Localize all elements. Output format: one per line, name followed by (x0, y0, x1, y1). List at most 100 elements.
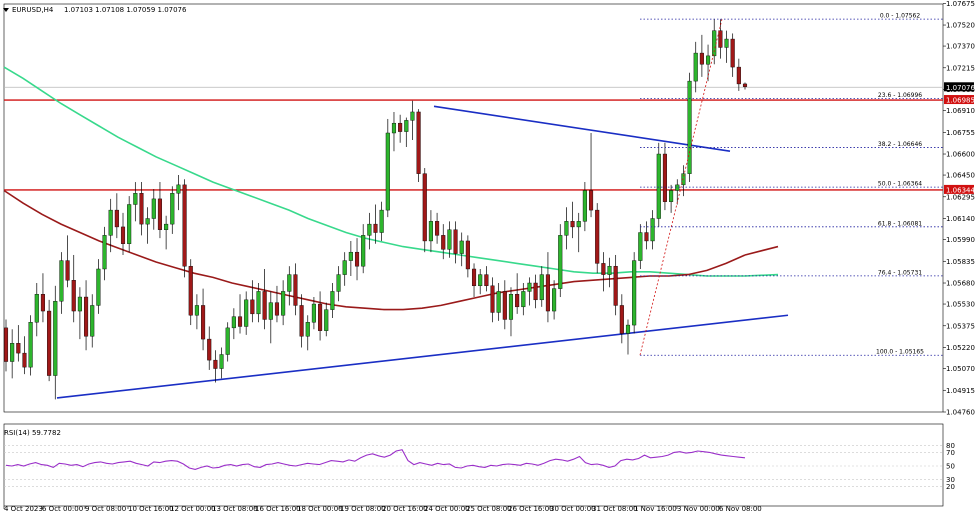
bull-candle (404, 120, 409, 132)
bull-candle (133, 193, 138, 205)
bear-candle (299, 305, 304, 337)
fib-levels: 0.0 - 1.07562 23.6 - 1.06996 38.2 - 1.0664… (639, 13, 943, 356)
bear-candle (730, 38, 735, 68)
y-tick-label: 1.05680 (946, 280, 975, 288)
y-tick-label: 1.05375 (946, 322, 975, 330)
x-tick-label: 31 Oct 08:00 (592, 505, 638, 513)
bull-candle (527, 282, 532, 292)
current-price-label: 1.07076 (946, 84, 975, 92)
bear-candle (201, 305, 206, 340)
bear-candle (490, 285, 495, 313)
bear-candle (250, 299, 255, 315)
bear-candle (465, 240, 470, 270)
bull-candle (77, 296, 82, 312)
ohlc-readout: 1.07103 1.07108 1.07059 1.07076 (64, 6, 187, 14)
bull-candle (410, 111, 415, 121)
bull-candle (724, 38, 729, 48)
symbol-dropdown-icon[interactable] (3, 8, 9, 12)
fib-level-label: 61.8 - 1.06081 (878, 220, 922, 227)
bear-candle (84, 296, 89, 337)
bear-candle (662, 153, 667, 202)
bull-candle (194, 305, 199, 316)
bear-candle (471, 268, 477, 287)
bull-candle (656, 153, 661, 219)
fib-level-label: 100.0 - 1.05165 (876, 349, 924, 356)
bull-candle (681, 173, 686, 186)
y-tick-label: 1.05070 (946, 365, 975, 373)
bull-candle (151, 198, 156, 219)
bear-candle (502, 291, 507, 320)
x-tick-label: 10 Oct 16:00 (128, 505, 174, 513)
y-tick-label: 1.05835 (946, 258, 975, 266)
bear-candle (515, 294, 520, 308)
bull-candle (558, 235, 563, 289)
bull-candle (281, 291, 286, 316)
rsi-pane-frame (3, 423, 944, 507)
y-tick-label: 1.04915 (946, 387, 975, 395)
bear-candle (416, 111, 421, 174)
time-axis: 4 Oct 2023 6 Oct 00:00 9 Oct 08:00 10 Oct 1… (3, 505, 762, 513)
x-tick-label: 20 Oct 16:00 (382, 505, 428, 513)
fib-level-label: 38.2 - 1.06646 (878, 141, 922, 148)
bull-candle (256, 291, 261, 315)
x-tick-label: 19 Oct 08:00 (340, 505, 386, 513)
bear-candle (398, 122, 403, 132)
y-tick-label: 1.05990 (946, 236, 975, 244)
bull-candle (53, 301, 58, 376)
y-tick-label: 1.06140 (946, 215, 975, 223)
y-tick-label: 1.04760 (946, 409, 975, 417)
bull-candle (361, 235, 366, 267)
y-tick-label: 1.05530 (946, 301, 975, 309)
x-tick-label: 13 Oct 08:00 (212, 505, 258, 513)
bull-candle (176, 184, 181, 194)
fib-level-label: 50.0 - 1.06364 (878, 181, 922, 188)
y-tick-label: 1.06910 (946, 107, 975, 115)
bull-candle (576, 221, 581, 228)
bear-candle (3, 327, 9, 362)
bull-candle (478, 274, 483, 287)
bull-candle (108, 209, 113, 236)
bull-candle (10, 343, 15, 362)
x-tick-label: 24 Oct 00:00 (424, 505, 470, 513)
bear-candle (453, 229, 458, 254)
bull-candle (28, 322, 33, 368)
ma-slow-extension (744, 273, 779, 277)
bull-candle (34, 294, 39, 323)
bear-candle (613, 265, 618, 306)
resistance-label: 1.06985 (946, 97, 975, 105)
bear-candle (318, 303, 323, 331)
current-price-tag (944, 82, 974, 92)
bull-candle (459, 240, 464, 254)
y-tick-label: 1.07675 (946, 0, 975, 8)
bear-candle (262, 291, 267, 320)
bull-candle (219, 354, 224, 369)
bear-candle (22, 352, 27, 368)
bear-candle (595, 209, 600, 264)
bull-candle (170, 193, 175, 225)
bull-candle (231, 316, 236, 329)
bull-candle (305, 322, 310, 337)
y-tick-label: 1.07370 (946, 43, 975, 51)
bull-candle (650, 218, 655, 242)
bear-candle (601, 263, 606, 275)
y-tick-label: 1.06450 (946, 172, 975, 180)
bull-candle (268, 302, 273, 320)
x-tick-label: 6 Oct 00:00 (42, 505, 83, 513)
bull-candle (324, 309, 329, 331)
bull-candle (96, 268, 101, 306)
fib-level-label: 76.4 - 1.05731 (878, 269, 922, 276)
x-tick-label: 26 Oct 16:00 (508, 505, 554, 513)
bear-candle (16, 343, 21, 354)
bear-candle (139, 193, 144, 225)
bull-candle (127, 204, 132, 244)
rsi-title: RSI(14) 59.7782 (4, 429, 61, 437)
indicator-lines (3, 66, 943, 399)
bull-candle (693, 52, 698, 82)
bull-candle (342, 260, 347, 275)
rsi-level-label: 50 (946, 463, 955, 471)
bear-candle (120, 226, 126, 244)
bull-candle (330, 291, 335, 310)
bear-candle (570, 221, 575, 228)
bull-candle (287, 274, 292, 292)
